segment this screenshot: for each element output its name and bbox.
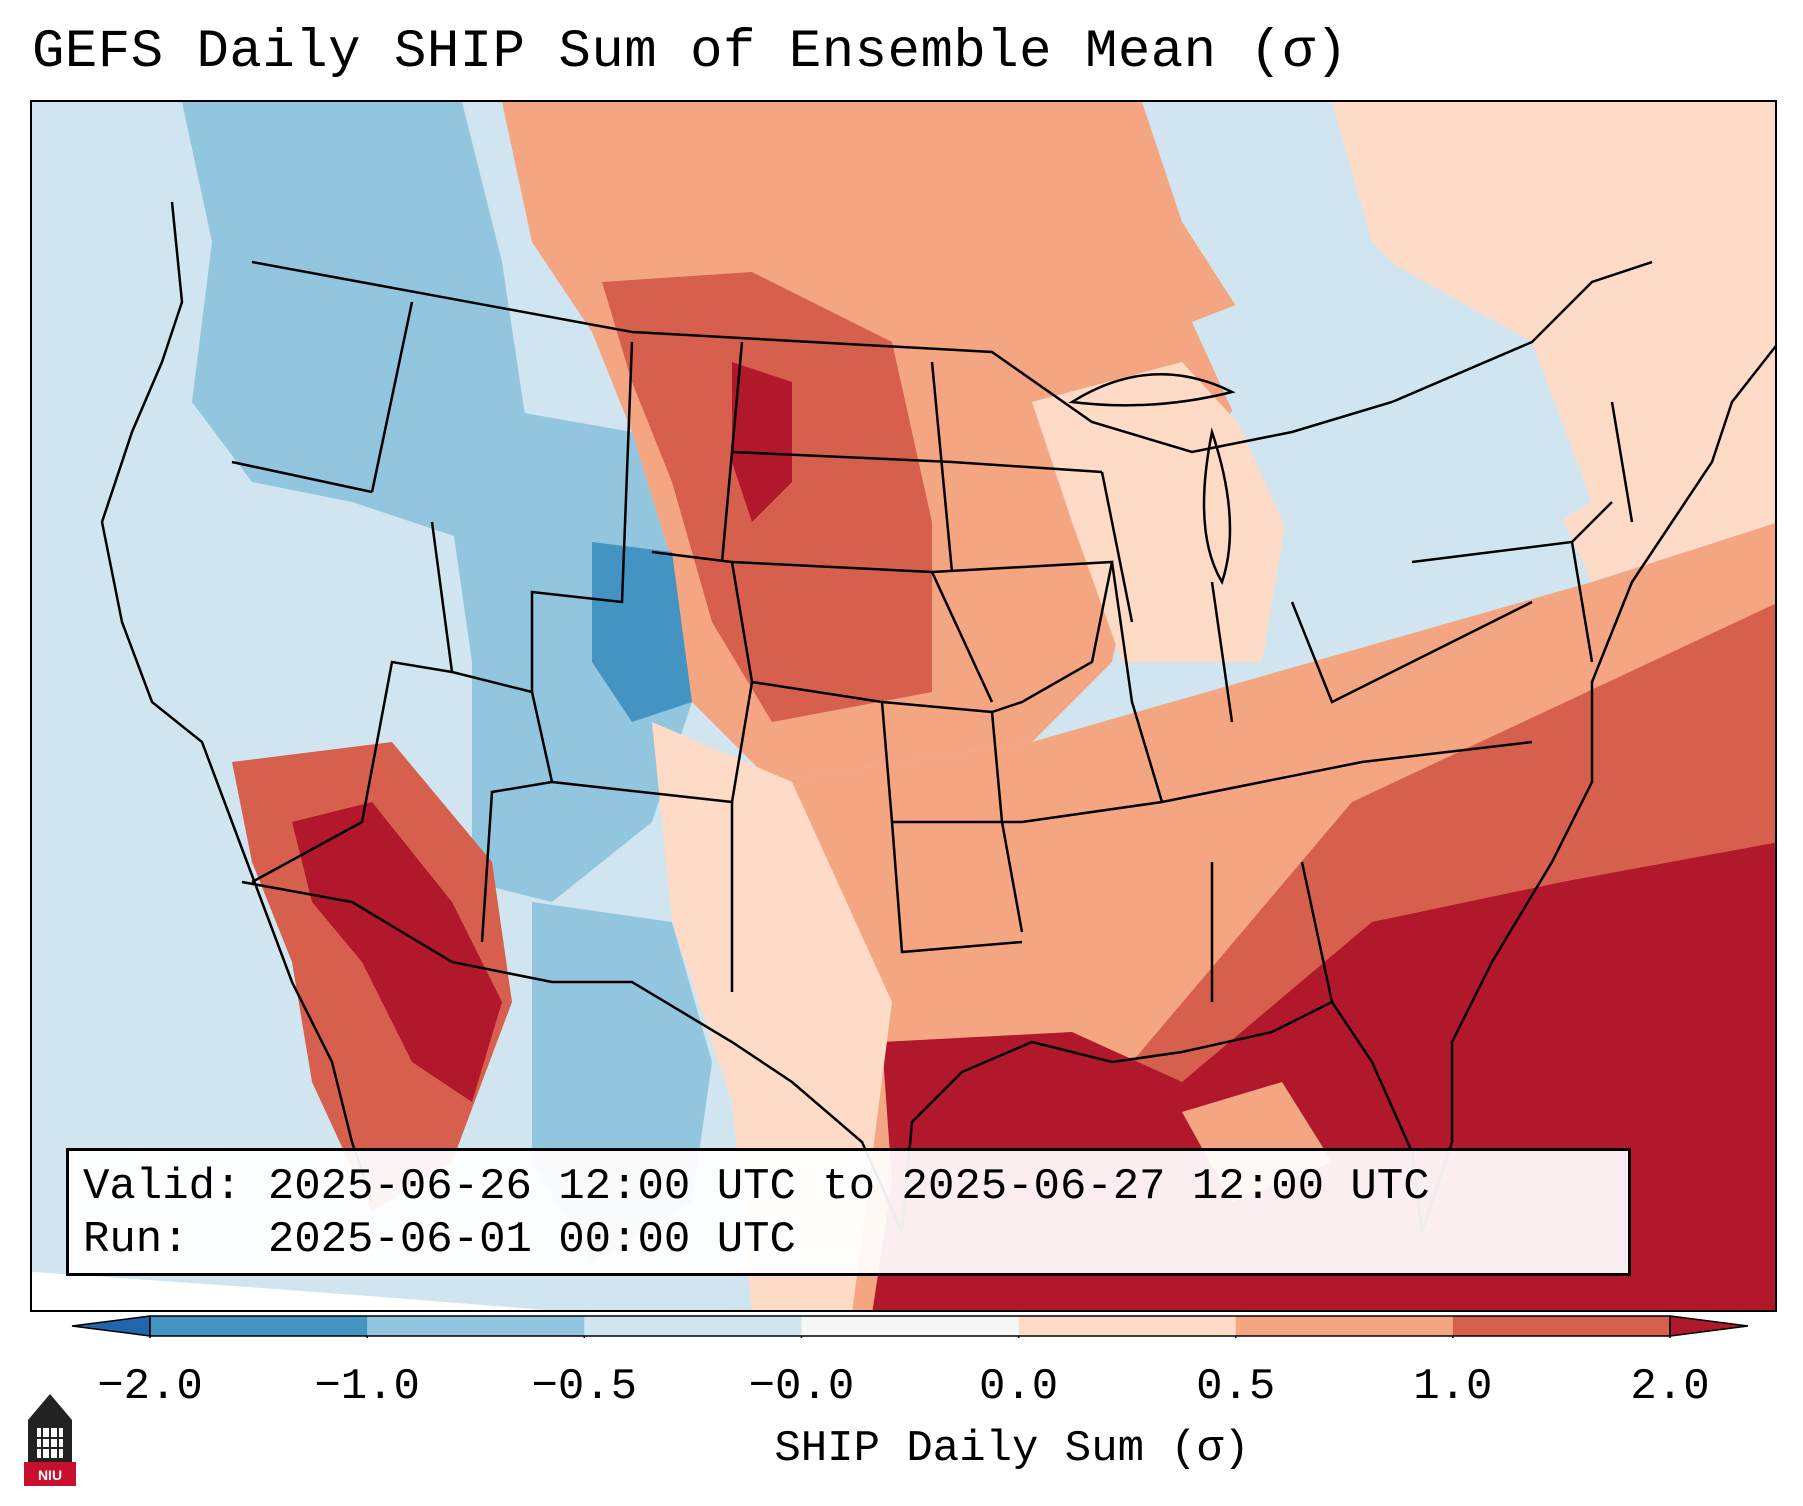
border-plains bbox=[651, 341, 994, 703]
colorbar-segment bbox=[367, 1316, 585, 1336]
colorbar-segment bbox=[1018, 1316, 1237, 1336]
border-northeast bbox=[1411, 401, 1634, 663]
lake-michigan bbox=[1202, 427, 1232, 585]
colorbar-tick-label: −0.5 bbox=[531, 1362, 638, 1412]
anomaly-map bbox=[32, 102, 1775, 1310]
colorbar-label: SHIP Daily Sum (σ) bbox=[774, 1424, 1250, 1474]
logo-text: NIU bbox=[38, 1467, 62, 1483]
map-panel bbox=[30, 100, 1777, 1312]
chart-title: GEFS Daily SHIP Sum of Ensemble Mean (σ) bbox=[32, 22, 1349, 83]
colorbar-tick-label: −2.0 bbox=[97, 1362, 203, 1412]
colorbar-segment bbox=[1452, 1316, 1671, 1336]
colorbar-outline bbox=[149, 1315, 1671, 1337]
projection-edge bbox=[32, 1272, 545, 1310]
colorbar bbox=[71, 1315, 1749, 1338]
colorbar-tick-label: 0.5 bbox=[1196, 1362, 1276, 1412]
coastline-west bbox=[100, 201, 374, 1203]
political-boundaries bbox=[100, 201, 1775, 1233]
field-rockies-negative bbox=[452, 402, 692, 902]
colorbar-segment bbox=[1235, 1316, 1454, 1336]
run-time-text: Run: 2025-06-01 00:00 UTC bbox=[83, 1215, 796, 1265]
valid-time-text: Valid: 2025-06-26 12:00 UTC to 2025-06-2… bbox=[83, 1162, 1430, 1212]
colorbar-segment bbox=[801, 1316, 1020, 1336]
field-plains-extreme bbox=[732, 362, 792, 522]
colorbar-tick-label: 2.0 bbox=[1630, 1362, 1710, 1412]
valid-run-info-box: Valid: 2025-06-26 12:00 UTC to 2025-06-2… bbox=[66, 1148, 1631, 1276]
colorbar-extend-low bbox=[71, 1315, 151, 1337]
field-greatlakes-weak-negative bbox=[1192, 252, 1592, 582]
colorbar-tick-label: −1.0 bbox=[314, 1362, 420, 1412]
border-central-west bbox=[231, 460, 554, 943]
colorbar-tick-label: −0.0 bbox=[748, 1362, 855, 1412]
lake-superior bbox=[1068, 372, 1236, 407]
border-great-lakes bbox=[1100, 471, 1533, 723]
border-southwest bbox=[551, 680, 993, 992]
colorbar-segment bbox=[584, 1316, 802, 1336]
field-midwest-weak bbox=[1032, 362, 1292, 662]
field-northwest-negative bbox=[182, 102, 532, 542]
colorbar-extend-high bbox=[1669, 1315, 1749, 1337]
field-colorado-strong-negative bbox=[592, 542, 692, 722]
border-southeast bbox=[1021, 561, 1533, 1003]
border-south-central bbox=[880, 701, 1024, 954]
logo-shield bbox=[24, 1462, 76, 1486]
colorbar-tick-label: 0.0 bbox=[978, 1362, 1059, 1412]
gulf-coast bbox=[900, 1000, 1424, 1233]
us-mexico-border bbox=[241, 880, 904, 1233]
east-coast bbox=[1420, 345, 1775, 1233]
colorbar-segment bbox=[150, 1316, 368, 1336]
colorbar-tick-label: 1.0 bbox=[1413, 1362, 1493, 1412]
niu-logo: NIU bbox=[24, 1394, 76, 1486]
border-northern-rockies bbox=[370, 301, 634, 694]
field-baja-extreme bbox=[292, 802, 502, 1102]
field-northeast-positive bbox=[1332, 102, 1775, 582]
canada-border bbox=[251, 260, 1653, 454]
border-midwest bbox=[930, 361, 1114, 714]
